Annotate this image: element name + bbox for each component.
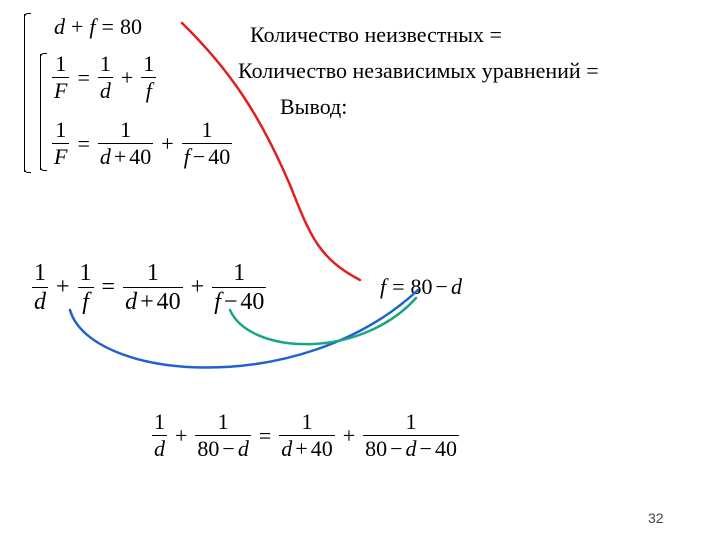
num: 1 [299, 410, 314, 434]
num: 1 [199, 118, 214, 142]
equation-2: 1 F = 1 d + 1 f [50, 52, 158, 103]
equals-op: = [102, 14, 114, 40]
var: d [406, 436, 417, 461]
var: d [281, 436, 292, 461]
den: 80−d−40 [363, 437, 459, 461]
den: d+40 [279, 437, 334, 461]
equals-op: = [392, 274, 404, 300]
plus-op: + [175, 423, 187, 449]
label-equations: Количество независимых уравнений = [238, 58, 599, 84]
minus-op: − [436, 274, 448, 300]
frac-1f: 1 f [78, 260, 94, 316]
const: 40 [129, 144, 151, 169]
equation-1: d + f = 80 [54, 14, 142, 40]
plus-op: + [56, 274, 70, 301]
frac-d40: 1 d+40 [123, 260, 183, 316]
frac-1d: 1 d [32, 260, 48, 316]
den: f−40 [182, 145, 233, 169]
plus-op: + [121, 65, 133, 91]
const: 40 [208, 144, 230, 169]
num: 1 [53, 52, 68, 76]
num: 1 [404, 410, 419, 434]
den: F [52, 79, 69, 103]
brace-inner [40, 54, 41, 170]
den: f [144, 79, 154, 103]
den: d+40 [98, 145, 153, 169]
frac-d40: 1 d+40 [98, 118, 153, 169]
equals-op: = [259, 423, 271, 449]
const: 80 [365, 436, 387, 461]
equals-op: = [77, 65, 89, 91]
num: 1 [141, 52, 156, 76]
var: d [100, 144, 111, 169]
num: 1 [32, 260, 48, 286]
var: d [125, 289, 137, 315]
den: F [52, 145, 69, 169]
frac-f40: 1 f−40 [212, 260, 266, 316]
plus-op: + [343, 423, 355, 449]
frac-80d40: 1 80−d−40 [363, 410, 459, 461]
num: 1 [78, 260, 94, 286]
frac-1F: 1 F [52, 52, 69, 103]
eq1-rhs: 80 [120, 14, 142, 40]
den: f [80, 289, 91, 315]
num: 1 [231, 260, 247, 286]
const: 40 [311, 436, 333, 461]
var: f [214, 289, 221, 315]
frac-1F: 1 F [52, 118, 69, 169]
den: 80−d [195, 437, 250, 461]
frac-d40: 1 d+40 [279, 410, 334, 461]
equation-4: 1 d + 1 f = 1 d+40 + 1 f−40 [30, 260, 268, 316]
const: 40 [157, 289, 181, 315]
brace-outer [24, 14, 25, 172]
num: 1 [145, 260, 161, 286]
equation-5: f = 80 − d [380, 274, 462, 300]
num: 1 [98, 52, 113, 76]
frac-f40: 1 f−40 [182, 118, 233, 169]
const: 40 [240, 289, 264, 315]
plus-op: + [71, 14, 83, 40]
const: 80 [197, 436, 219, 461]
frac-1f: 1 f [141, 52, 156, 103]
equals-op: = [77, 131, 89, 157]
var: f [184, 144, 190, 169]
eq1-f: f [89, 14, 95, 40]
den: d [98, 79, 113, 103]
num: 1 [53, 118, 68, 142]
den: d [152, 437, 167, 461]
equation-3: 1 F = 1 d+40 + 1 f−40 [50, 118, 234, 169]
page-number: 32 [648, 510, 664, 526]
plus-op: + [161, 131, 173, 157]
num: 1 [118, 118, 133, 142]
den: d+40 [123, 289, 183, 315]
eq5-b: d [451, 274, 462, 300]
frac-80d: 1 80−d [195, 410, 250, 461]
eq5-a: 80 [411, 274, 433, 300]
eq1-d: d [54, 14, 65, 40]
label-unknowns: Количество неизвестных = [250, 22, 502, 48]
var: d [238, 436, 249, 461]
plus-op: + [191, 274, 205, 301]
num: 1 [152, 410, 167, 434]
den: f−40 [212, 289, 266, 315]
frac-1d: 1 d [98, 52, 113, 103]
label-conclusion: Вывод: [280, 94, 347, 120]
num: 1 [216, 410, 231, 434]
eq5-lhs: f [380, 274, 386, 300]
equals-op: = [102, 274, 116, 301]
den: d [32, 289, 48, 315]
frac-1d: 1 d [152, 410, 167, 461]
equation-6: 1 d + 1 80−d = 1 d+40 + 1 80−d−40 [150, 410, 461, 461]
const: 40 [435, 436, 457, 461]
